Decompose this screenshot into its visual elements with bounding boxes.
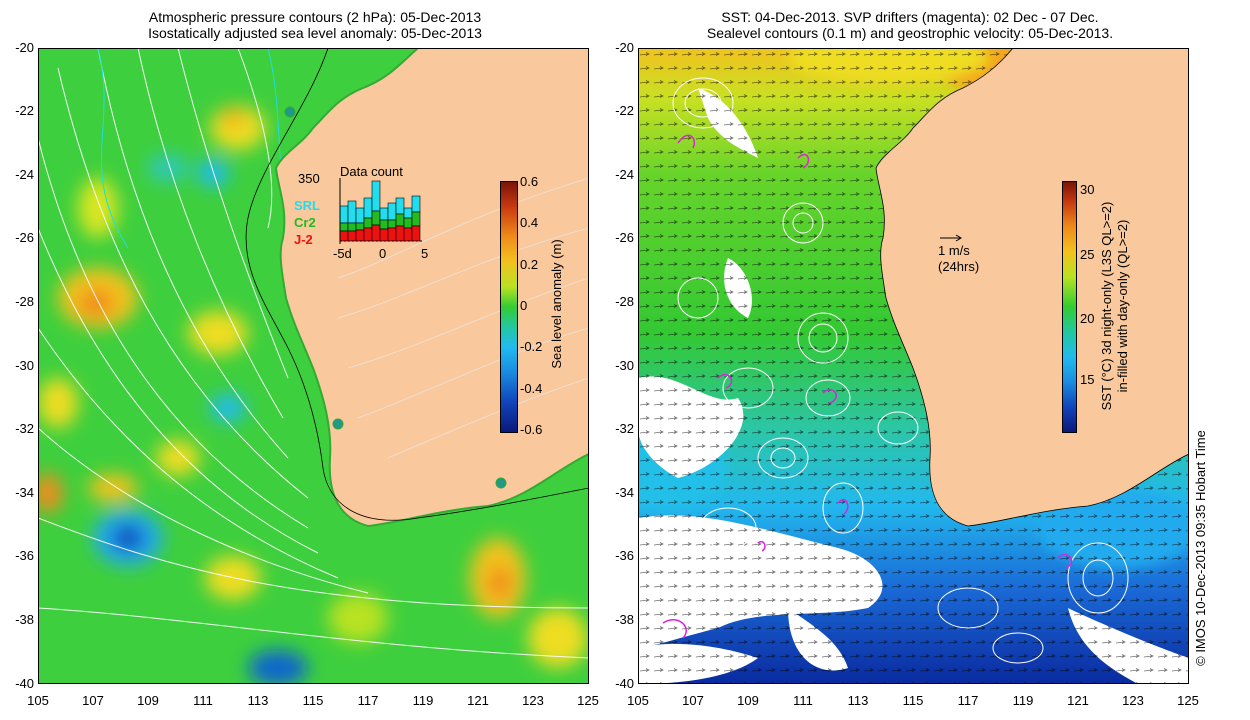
inset-max-label: 350 xyxy=(298,171,320,186)
y-tick-right: -30 xyxy=(615,358,634,373)
x-tick-right: 107 xyxy=(682,693,704,708)
y-tick-right: -26 xyxy=(615,230,634,245)
sst-colorbar xyxy=(1062,181,1077,433)
x-tick-right: 113 xyxy=(847,693,869,708)
right-title-line1: SST: 04-Dec-2013. SVP drifters (magenta)… xyxy=(721,9,1099,25)
data-count-inset: 350 Data count SRL Cr2 J-2 -5d 0 5 xyxy=(294,164,428,261)
sst-colorbar-tick: 30 xyxy=(1080,182,1095,197)
x-tick-right: 121 xyxy=(1067,693,1089,708)
land-contours xyxy=(337,177,589,459)
y-tick-right: -38 xyxy=(615,612,634,627)
y-tick-left: -38 xyxy=(15,612,34,627)
left-title-line1: Atmospheric pressure contours (2 hPa): 0… xyxy=(148,9,482,25)
y-tick-right: -40 xyxy=(615,676,634,691)
sla-colorbar-tick: 0 xyxy=(520,298,528,313)
inset-series-srl: SRL xyxy=(294,198,320,213)
y-tick-right: -34 xyxy=(615,485,634,500)
sst-colorbar-label-line1: SST (°C) 3d night-only (L3S QL>=2) xyxy=(1099,201,1114,411)
x-tick-left: 109 xyxy=(137,693,159,708)
sst-colorbar-tick: 15 xyxy=(1080,372,1095,387)
y-tick-right: -22 xyxy=(615,103,634,118)
bathymetry-contour xyxy=(245,48,589,521)
inset-xtick: 0 xyxy=(379,246,386,261)
x-tick-left: 113 xyxy=(247,693,269,708)
australia-landmass xyxy=(875,48,1189,527)
y-tick-right: -28 xyxy=(615,294,634,309)
y-tick-left: -24 xyxy=(15,167,34,182)
sla-field xyxy=(38,106,588,684)
left-title-line2: Isostatically adjusted sea level anomaly… xyxy=(148,25,482,41)
x-tick-right: 105 xyxy=(627,693,649,708)
sla-colorbar-tick: 0.2 xyxy=(520,257,539,272)
inset-xtick: -5d xyxy=(333,246,352,261)
x-tick-right: 109 xyxy=(737,693,759,708)
y-tick-left: -22 xyxy=(15,103,34,118)
imos-credit: © IMOS 10-Dec-2013 09:35 Hobart Time xyxy=(1193,430,1208,666)
sla-colorbar-tick: -0.4 xyxy=(520,381,543,396)
sla-colorbar-tick: -0.6 xyxy=(520,422,543,437)
y-tick-left: -40 xyxy=(15,676,34,691)
right-title-line2: Sealevel contours (0.1 m) and geostrophi… xyxy=(706,25,1114,41)
x-tick-left: 119 xyxy=(412,693,434,708)
y-tick-right: -20 xyxy=(615,40,634,55)
y-tick-left: -34 xyxy=(15,485,34,500)
y-tick-left: -28 xyxy=(15,294,34,309)
x-tick-left: 117 xyxy=(357,693,379,708)
tide-gauge-marker[interactable] xyxy=(284,106,296,118)
y-tick-right: -24 xyxy=(615,167,634,182)
inset-xtick: 5 xyxy=(421,246,428,261)
x-tick-right: 115 xyxy=(902,693,924,708)
x-tick-right: 111 xyxy=(793,693,813,708)
sla-colorbar-label: Sea level anomaly (m) xyxy=(549,239,564,369)
sst-colorbar-tick: 20 xyxy=(1080,311,1095,326)
sst-colorbar-label-line2: in-filled with day-only (QL>=2) xyxy=(1115,219,1130,393)
x-tick-left: 115 xyxy=(302,693,324,708)
x-tick-right: 125 xyxy=(1177,693,1199,708)
inset-series-j2: J-2 xyxy=(294,232,313,247)
scale-vector-label: 1 m/s xyxy=(938,243,970,258)
svp-drifter-tracks xyxy=(662,134,1073,639)
x-tick-left: 105 xyxy=(27,693,49,708)
right-map[interactable]: 1 m/s (24hrs) xyxy=(638,48,1189,684)
x-tick-left: 121 xyxy=(467,693,489,708)
sla-colorbar-tick: 0.6 xyxy=(520,174,539,189)
inset-series-cr2: Cr2 xyxy=(294,215,316,230)
x-tick-right: 117 xyxy=(957,693,979,708)
sst-colorbar-tick: 25 xyxy=(1080,247,1095,262)
x-tick-left: 107 xyxy=(82,693,104,708)
tide-gauge-marker[interactable] xyxy=(332,418,344,430)
y-tick-left: -20 xyxy=(15,40,34,55)
x-tick-right: 119 xyxy=(1012,693,1034,708)
y-tick-left: -26 xyxy=(15,230,34,245)
y-tick-right: -36 xyxy=(615,548,634,563)
scale-vector-sub: (24hrs) xyxy=(938,259,979,274)
inset-title: Data count xyxy=(340,164,403,179)
y-tick-right: -32 xyxy=(615,421,634,436)
sla-colorbar-tick: -0.2 xyxy=(520,339,543,354)
sla-colorbar-tick: 0.4 xyxy=(520,215,539,230)
y-tick-left: -36 xyxy=(15,548,34,563)
x-tick-left: 111 xyxy=(193,693,213,708)
x-tick-left: 123 xyxy=(522,693,544,708)
scale-vector: 1 m/s (24hrs) xyxy=(938,234,979,274)
tide-gauge-marker[interactable] xyxy=(495,477,507,489)
y-tick-left: -30 xyxy=(15,358,34,373)
sla-colorbar xyxy=(500,181,518,433)
x-tick-left: 125 xyxy=(577,693,599,708)
y-tick-left: -32 xyxy=(15,421,34,436)
sealevel-contours xyxy=(672,77,1129,664)
x-tick-right: 123 xyxy=(1122,693,1144,708)
